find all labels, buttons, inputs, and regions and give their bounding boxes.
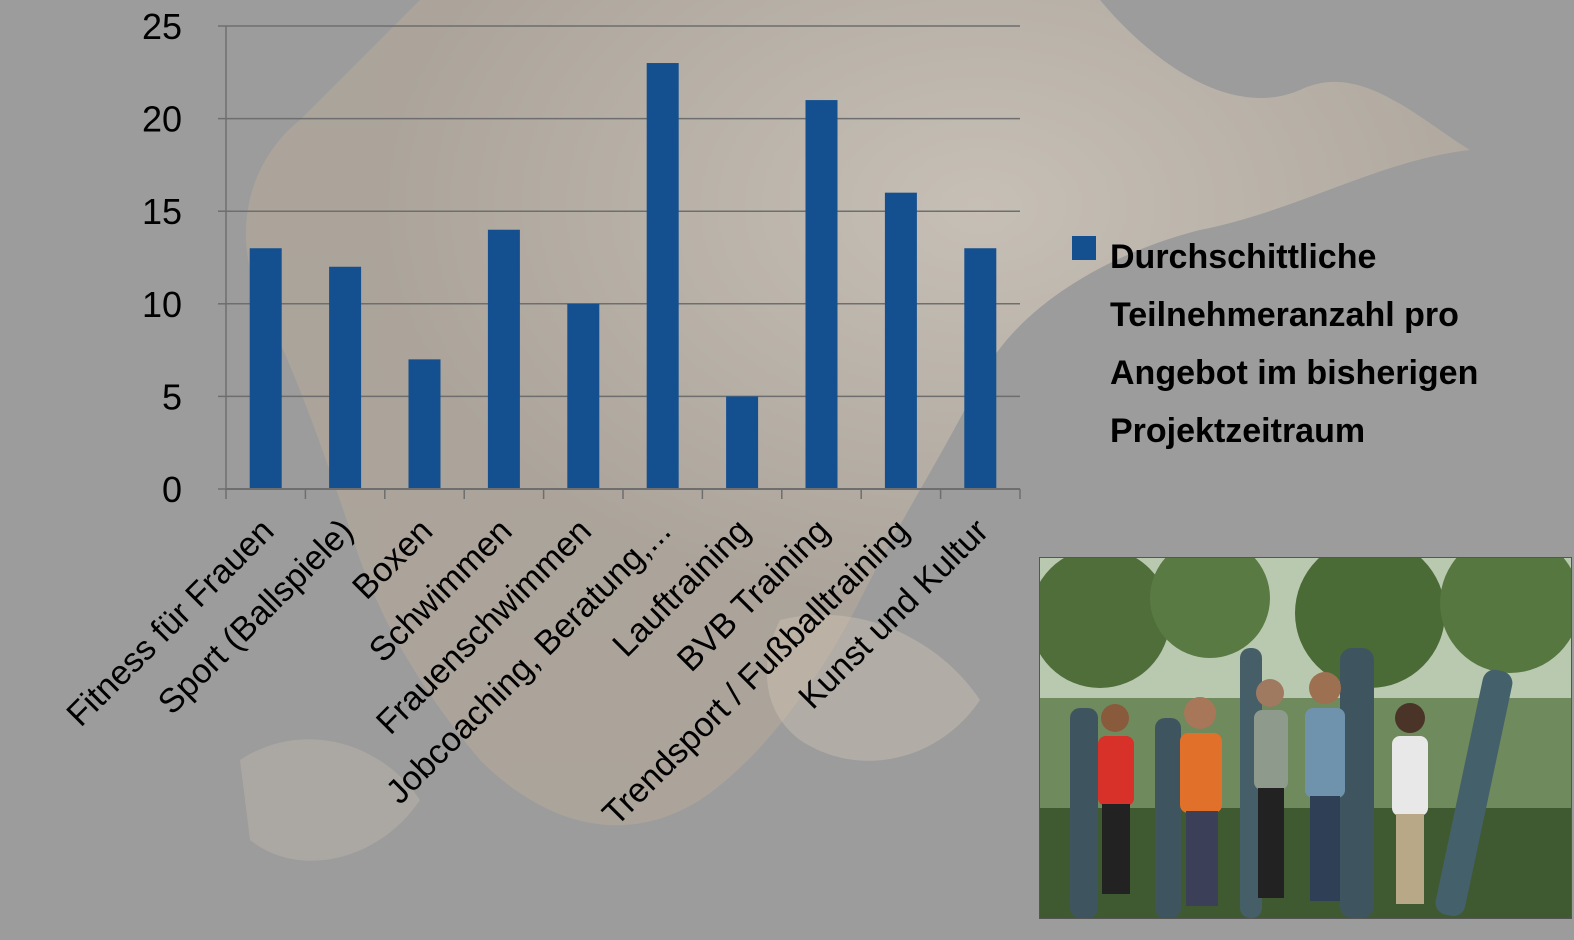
group-photo-icon xyxy=(1040,558,1571,918)
legend: Durchschittliche Teilnehmeranzahl pro An… xyxy=(1072,228,1572,460)
bar xyxy=(567,303,600,489)
bar xyxy=(646,63,679,489)
bar xyxy=(487,229,520,489)
y-tick-label: 25 xyxy=(142,6,182,47)
legend-swatch xyxy=(1072,236,1096,260)
y-tick-label: 5 xyxy=(162,376,182,417)
bar xyxy=(249,248,282,489)
bar xyxy=(884,192,917,489)
bars xyxy=(249,63,997,489)
y-tick-label: 15 xyxy=(142,191,182,232)
bar xyxy=(329,266,362,489)
y-tick-label: 10 xyxy=(142,284,182,325)
y-axis-tick-labels: 0 5 10 15 20 25 xyxy=(142,6,182,510)
bar xyxy=(805,100,838,489)
bar xyxy=(408,359,441,489)
legend-label: Durchschittliche Teilnehmeranzahl pro An… xyxy=(1110,238,1479,450)
x-axis xyxy=(225,488,1021,499)
bar xyxy=(726,396,759,489)
y-tick-label: 0 xyxy=(162,469,182,510)
bar xyxy=(964,248,997,489)
group-photo xyxy=(1039,557,1572,919)
y-tick-label: 20 xyxy=(142,99,182,140)
